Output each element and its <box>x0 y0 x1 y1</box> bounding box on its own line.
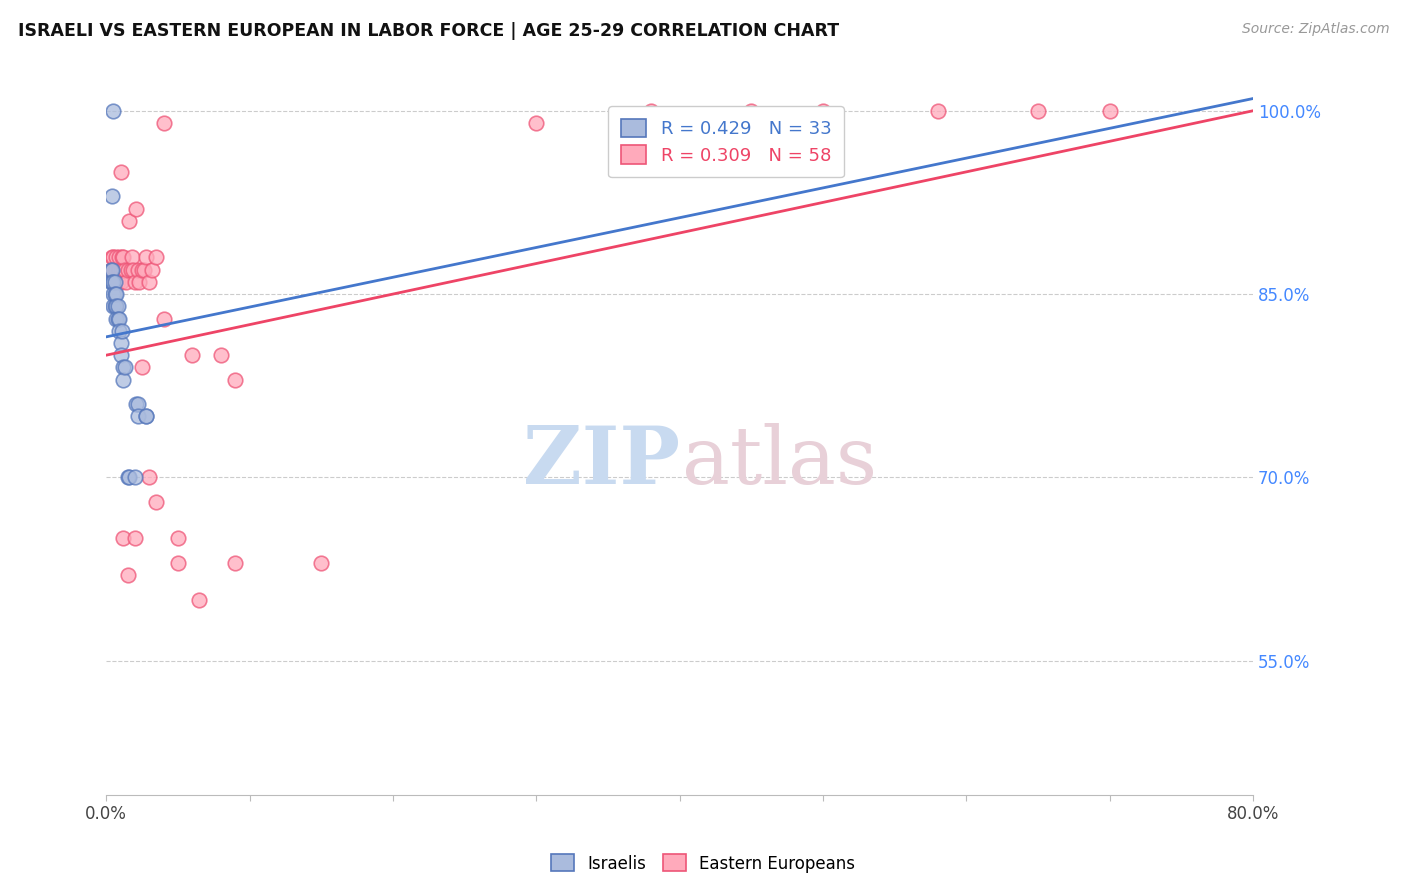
Point <box>104 275 127 289</box>
Point <box>138 275 160 289</box>
Point <box>188 592 211 607</box>
Point <box>121 251 143 265</box>
Point <box>115 275 138 289</box>
Point <box>152 311 174 326</box>
Point <box>135 409 157 424</box>
Point <box>110 335 132 350</box>
Point <box>104 299 127 313</box>
Point <box>108 251 131 265</box>
Point <box>152 116 174 130</box>
Point <box>114 360 136 375</box>
Point <box>100 275 122 289</box>
Point <box>101 262 124 277</box>
Legend: R = 0.429   N = 33, R = 0.309   N = 58: R = 0.429 N = 33, R = 0.309 N = 58 <box>609 106 844 178</box>
Point <box>107 275 129 289</box>
Point <box>927 103 949 118</box>
Point <box>125 202 148 216</box>
Point <box>224 373 246 387</box>
Point <box>309 556 332 570</box>
Point <box>101 189 124 203</box>
Point <box>108 262 131 277</box>
Point <box>105 287 128 301</box>
Legend: Israelis, Eastern Europeans: Israelis, Eastern Europeans <box>544 847 862 880</box>
Point <box>103 251 125 265</box>
Point <box>124 275 146 289</box>
Point <box>107 311 129 326</box>
Point <box>122 262 145 277</box>
Point <box>104 262 127 277</box>
Point <box>104 275 127 289</box>
Point <box>108 311 131 326</box>
Point <box>103 275 125 289</box>
Point <box>100 262 122 277</box>
Point <box>112 262 135 277</box>
Point <box>127 262 149 277</box>
Point <box>128 275 150 289</box>
Point <box>101 275 124 289</box>
Point <box>740 103 762 118</box>
Point <box>118 213 141 227</box>
Point <box>145 251 167 265</box>
Point <box>105 299 128 313</box>
Point <box>209 348 232 362</box>
Point <box>112 532 135 546</box>
Text: ISRAELI VS EASTERN EUROPEAN IN LABOR FORCE | AGE 25-29 CORRELATION CHART: ISRAELI VS EASTERN EUROPEAN IN LABOR FOR… <box>18 22 839 40</box>
Point <box>135 251 157 265</box>
Point <box>103 287 125 301</box>
Point <box>167 556 190 570</box>
Point <box>110 348 132 362</box>
Point <box>640 103 662 118</box>
Point <box>524 116 547 130</box>
Text: atlas: atlas <box>682 423 877 501</box>
Point <box>135 409 157 424</box>
Point <box>131 360 153 375</box>
Point <box>110 262 132 277</box>
Point <box>131 262 153 277</box>
Point <box>181 348 204 362</box>
Point <box>103 103 125 118</box>
Point <box>111 324 134 338</box>
Point <box>132 262 155 277</box>
Point <box>100 262 122 277</box>
Point <box>224 556 246 570</box>
Point <box>108 324 131 338</box>
Point <box>117 568 139 582</box>
Point <box>811 103 834 118</box>
Point <box>145 495 167 509</box>
Point <box>107 299 129 313</box>
Point <box>103 262 125 277</box>
Point <box>112 360 135 375</box>
Point <box>127 397 149 411</box>
Point <box>110 275 132 289</box>
Point <box>141 262 163 277</box>
Point <box>1098 103 1121 118</box>
Point <box>111 251 134 265</box>
Point <box>118 470 141 484</box>
Point <box>104 287 127 301</box>
Point <box>127 409 149 424</box>
Point <box>105 311 128 326</box>
Point <box>101 251 124 265</box>
Text: Source: ZipAtlas.com: Source: ZipAtlas.com <box>1241 22 1389 37</box>
Point <box>125 397 148 411</box>
Point <box>105 262 128 277</box>
Point <box>167 532 190 546</box>
Point <box>112 251 135 265</box>
Point <box>117 470 139 484</box>
Point <box>105 251 128 265</box>
Point <box>110 165 132 179</box>
Point <box>117 262 139 277</box>
Point <box>114 262 136 277</box>
Point <box>138 470 160 484</box>
Point <box>103 299 125 313</box>
Point <box>124 470 146 484</box>
Point <box>124 532 146 546</box>
Text: ZIP: ZIP <box>523 423 679 501</box>
Point <box>1026 103 1049 118</box>
Point <box>107 262 129 277</box>
Point <box>112 373 135 387</box>
Point <box>120 262 142 277</box>
